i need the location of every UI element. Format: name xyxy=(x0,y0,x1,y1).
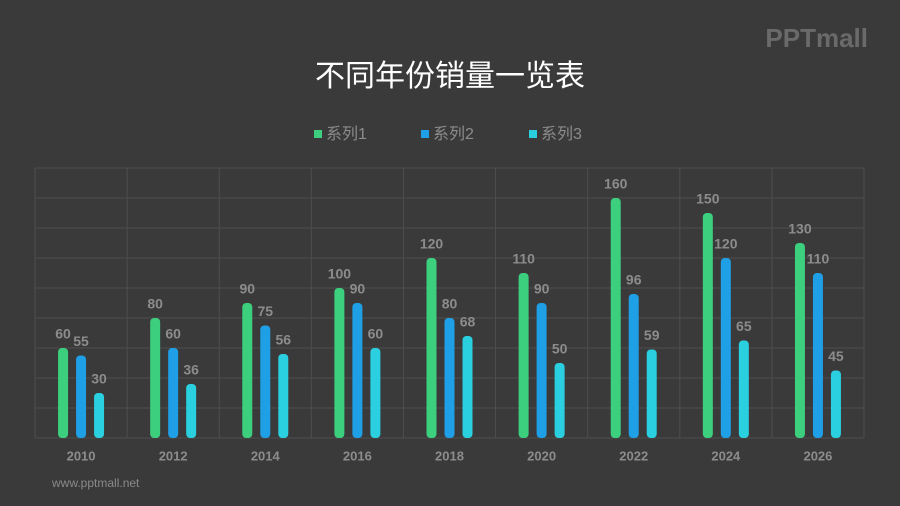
legend-label: 系列1 xyxy=(326,125,367,143)
bar xyxy=(278,354,289,438)
bar xyxy=(352,303,363,438)
bar xyxy=(444,318,455,438)
bar xyxy=(738,340,749,438)
bar xyxy=(812,273,823,438)
value-label: 80 xyxy=(442,296,458,312)
value-label: 96 xyxy=(626,272,642,288)
value-label: 150 xyxy=(696,191,720,207)
value-label: 120 xyxy=(420,236,444,252)
bar xyxy=(426,258,437,438)
value-label: 60 xyxy=(55,326,71,342)
footer: www.pptmall.net xyxy=(51,476,140,490)
value-label: 120 xyxy=(714,236,738,252)
value-label: 90 xyxy=(534,281,550,297)
bar xyxy=(536,303,547,438)
x-tick-label: 2016 xyxy=(343,448,372,463)
x-tick-label: 2022 xyxy=(619,448,648,463)
value-label: 30 xyxy=(91,371,107,387)
bar xyxy=(260,325,271,438)
value-label: 60 xyxy=(165,326,181,342)
x-tick-label: 2010 xyxy=(67,448,96,463)
value-label: 90 xyxy=(239,281,255,297)
bar xyxy=(168,348,179,438)
legend-swatch xyxy=(529,130,537,138)
bar xyxy=(242,303,253,438)
bar xyxy=(150,318,161,438)
bar xyxy=(702,213,713,438)
value-label: 45 xyxy=(828,348,844,364)
bar xyxy=(518,273,529,438)
value-label: 75 xyxy=(257,303,273,319)
value-label: 55 xyxy=(73,333,89,349)
bar xyxy=(628,294,639,438)
bar xyxy=(186,384,197,438)
legend-label: 系列3 xyxy=(541,125,582,143)
bar xyxy=(610,198,621,438)
bar xyxy=(94,393,105,438)
bar xyxy=(334,288,345,438)
x-tick-label: 2012 xyxy=(159,448,188,463)
value-label: 130 xyxy=(788,221,812,237)
legend-label: 系列2 xyxy=(433,125,474,143)
legend-swatch xyxy=(421,130,429,138)
value-label: 36 xyxy=(183,362,199,378)
bar xyxy=(370,348,381,438)
logo: PPTmall xyxy=(765,23,868,53)
value-label: 68 xyxy=(460,314,476,330)
x-tick-label: 2018 xyxy=(435,448,464,463)
value-label: 65 xyxy=(736,318,752,334)
bar xyxy=(58,348,69,438)
value-label: 90 xyxy=(350,281,366,297)
bar xyxy=(720,258,731,438)
bar xyxy=(554,363,565,438)
bar xyxy=(462,336,473,438)
x-tick-label: 2024 xyxy=(711,448,741,463)
value-label: 110 xyxy=(512,251,535,267)
bar xyxy=(830,370,841,438)
bar xyxy=(76,355,87,438)
x-tick-label: 2020 xyxy=(527,448,556,463)
value-label: 80 xyxy=(147,296,163,312)
value-label: 50 xyxy=(552,341,568,357)
x-tick-label: 2026 xyxy=(803,448,832,463)
bar xyxy=(794,243,805,438)
legend-swatch xyxy=(314,130,322,138)
bar xyxy=(646,349,657,438)
chart-title: 不同年份销量一览表 xyxy=(315,60,585,93)
value-label: 59 xyxy=(644,327,660,343)
value-label: 60 xyxy=(368,326,384,342)
value-label: 100 xyxy=(328,266,352,282)
x-tick-label: 2014 xyxy=(251,448,281,463)
value-label: 110 xyxy=(807,251,830,267)
value-label: 56 xyxy=(275,332,291,348)
value-label: 160 xyxy=(604,176,628,192)
